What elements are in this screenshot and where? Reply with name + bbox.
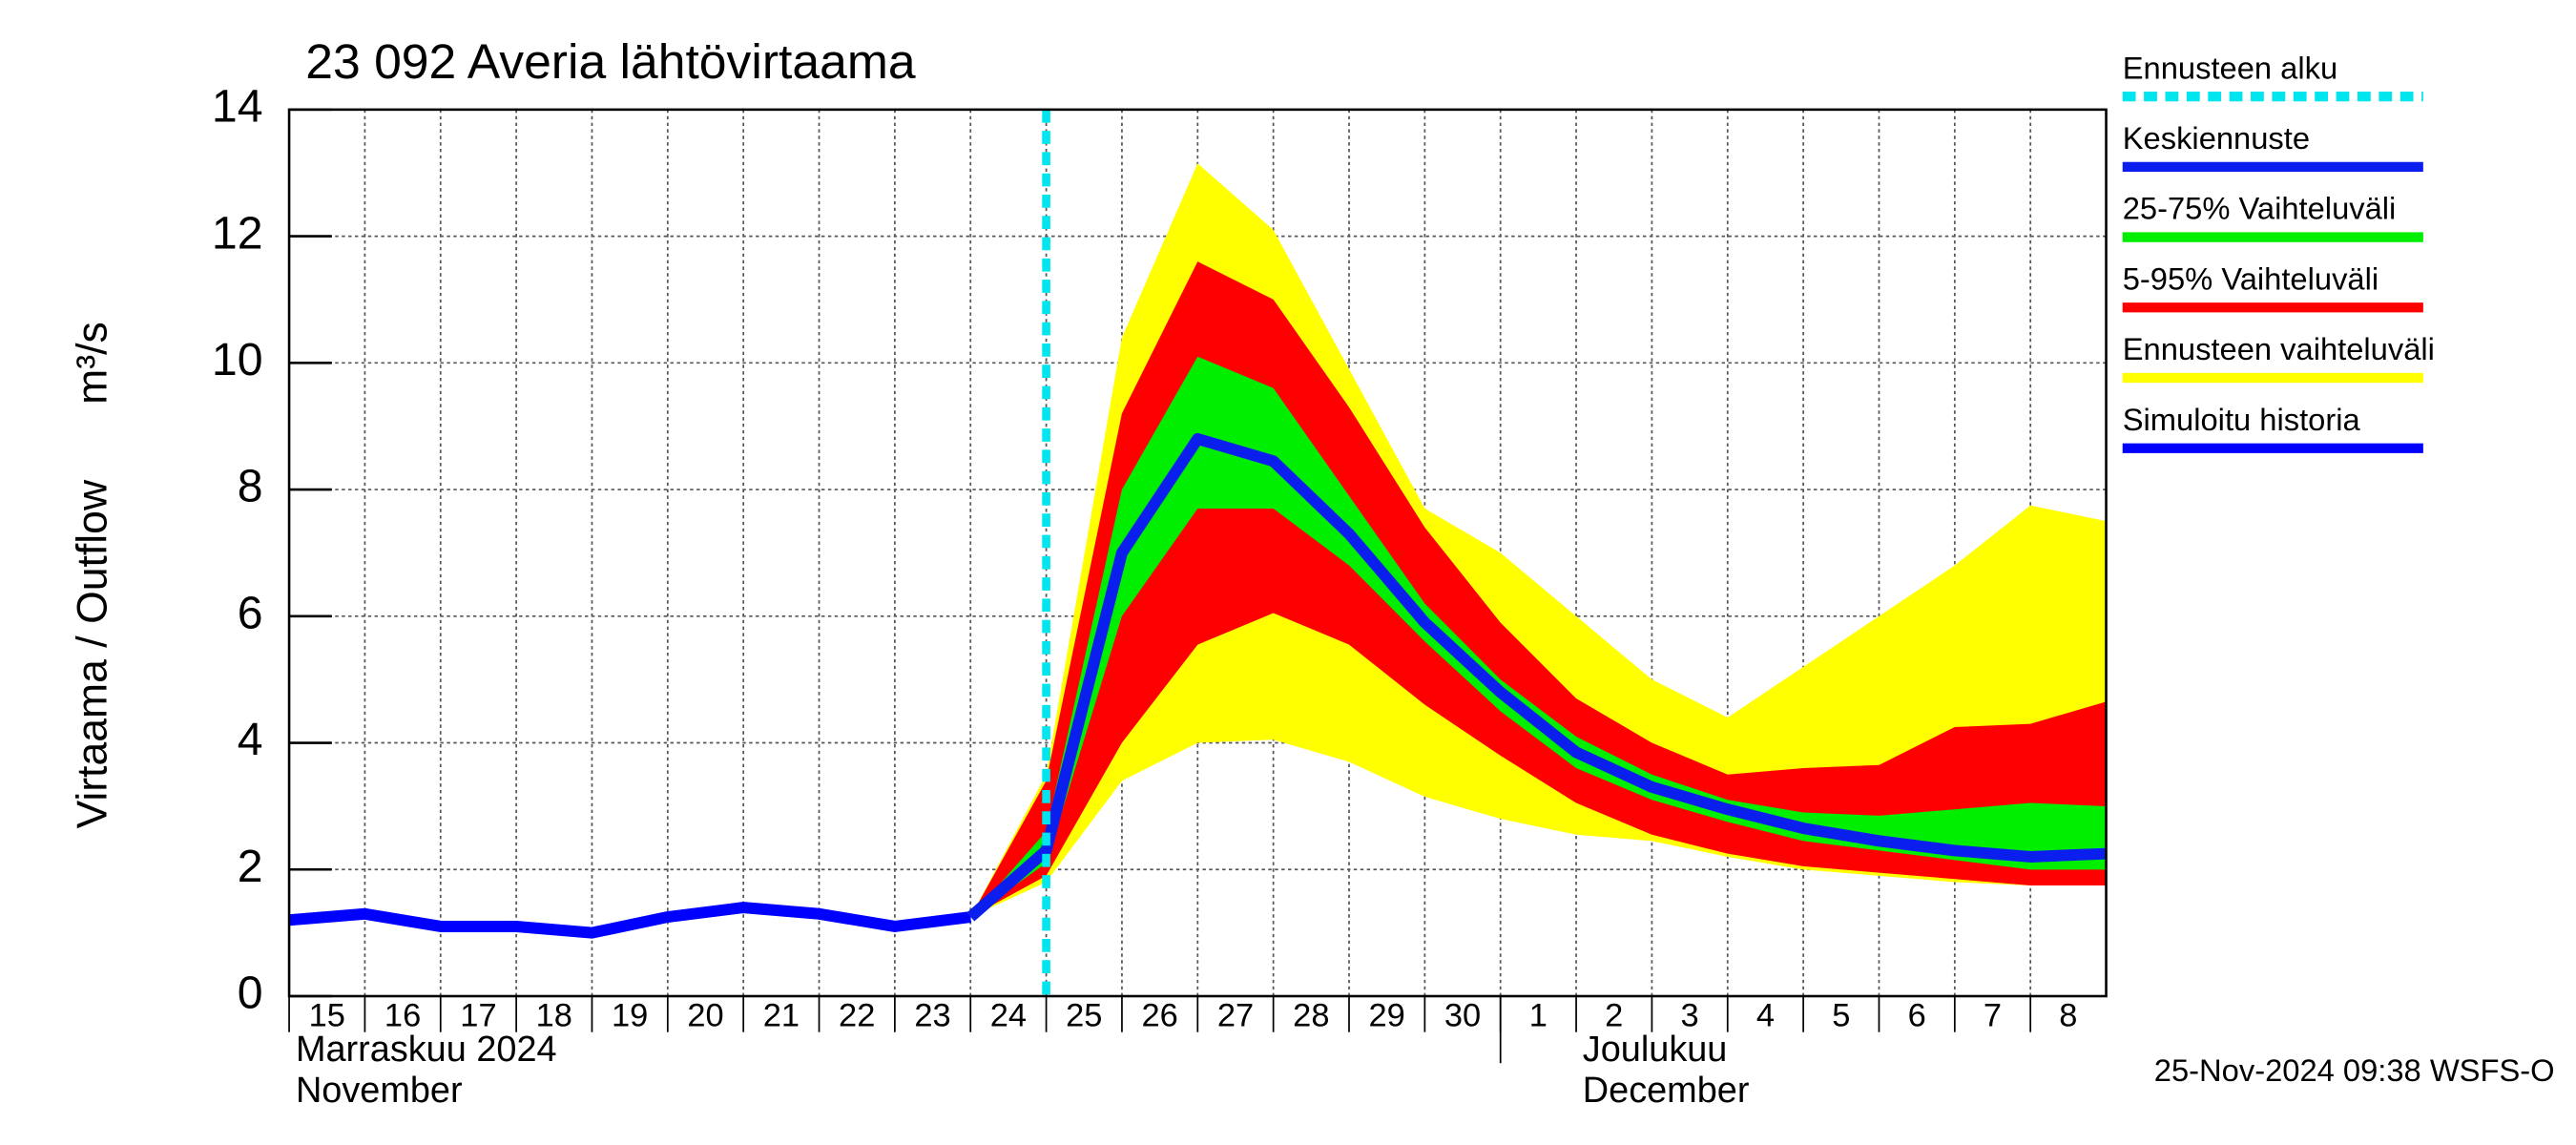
legend-label: Keskiennuste (2123, 120, 2310, 156)
y-tick-label: 12 (212, 207, 263, 259)
legend-label: Simuloitu historia (2123, 402, 2361, 437)
month-label: Joulukuu (1583, 1030, 1728, 1070)
legend-label: Ennusteen vaihteluväli (2123, 331, 2435, 366)
chart-title: 23 092 Averia lähtövirtaama (305, 33, 916, 89)
footer: 25-Nov-2024 09:38 WSFS-O (2154, 1052, 2555, 1088)
x-tick-label: 21 (763, 997, 800, 1033)
y-tick-label: 0 (238, 968, 263, 1019)
x-tick-label: 20 (687, 997, 723, 1033)
x-tick-label: 8 (2059, 997, 2077, 1033)
x-tick-label: 25 (1066, 997, 1102, 1033)
x-tick-label: 22 (839, 997, 875, 1033)
x-tick-label: 26 (1141, 997, 1177, 1033)
legend-label: 25-75% Vaihteluväli (2123, 191, 2397, 226)
x-tick-label: 6 (1908, 997, 1926, 1033)
y-tick-label: 8 (238, 461, 263, 512)
x-tick-label: 24 (990, 997, 1027, 1033)
x-tick-label: 28 (1293, 997, 1329, 1033)
y-tick-label: 2 (238, 841, 263, 892)
y-axis-label: Virtaama / Outflow (70, 479, 116, 828)
month-label: Marraskuu 2024 (296, 1030, 557, 1070)
x-tick-label: 2 (1605, 997, 1623, 1033)
x-tick-label: 16 (384, 997, 421, 1033)
x-tick-label: 23 (914, 997, 950, 1033)
month-label: December (1583, 1071, 1750, 1111)
x-tick-label: 19 (612, 997, 648, 1033)
x-tick-label: 30 (1444, 997, 1481, 1033)
band-area (970, 356, 2107, 918)
x-tick-label: 17 (460, 997, 496, 1033)
x-tick-label: 1 (1529, 997, 1548, 1033)
plot-frame (287, 108, 2108, 998)
month-label: November (296, 1071, 463, 1111)
y-tick-label: 10 (212, 334, 263, 385)
y-tick-label: 14 (212, 81, 263, 133)
x-tick-label: 18 (536, 997, 572, 1033)
x-tick-label: 15 (309, 997, 345, 1033)
x-tick-label: 3 (1681, 997, 1699, 1033)
y-tick-label: 4 (238, 714, 263, 765)
x-tick-label: 27 (1217, 997, 1254, 1033)
x-tick-label: 5 (1832, 997, 1850, 1033)
x-tick-label: 4 (1756, 997, 1775, 1033)
x-tick-label: 7 (1984, 997, 2002, 1033)
x-tick-label: 29 (1369, 997, 1405, 1033)
legend-label: 5-95% Vaihteluväli (2123, 261, 2379, 297)
series-line (966, 432, 2107, 922)
y-axis-unit: m³/s (70, 322, 116, 405)
legend-label: Ennusteen alku (2123, 50, 2337, 85)
y-tick-label: 6 (238, 588, 263, 639)
series-line (288, 902, 972, 939)
